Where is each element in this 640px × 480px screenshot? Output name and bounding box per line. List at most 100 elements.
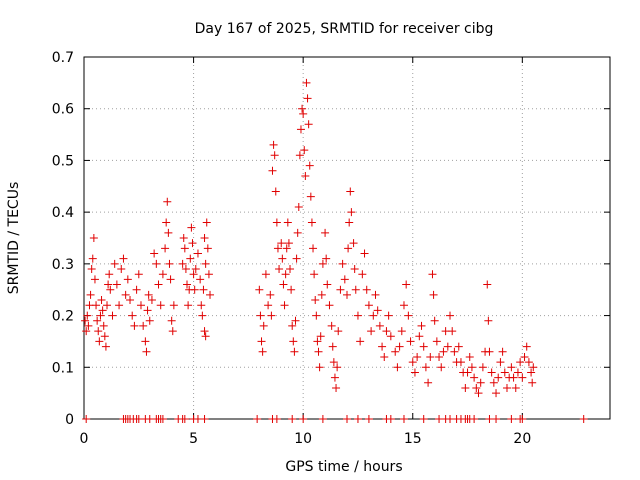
data-point: [470, 415, 479, 423]
data-point: [329, 358, 338, 367]
data-point: [184, 301, 193, 310]
data-point: [484, 316, 493, 325]
data-point: [343, 290, 351, 299]
data-point: [293, 228, 302, 237]
data-point: [465, 352, 474, 361]
x-tick-label: 10: [294, 431, 312, 447]
data-point: [318, 259, 327, 268]
data-point: [343, 415, 351, 423]
data-point: [166, 275, 175, 284]
data-point: [369, 311, 378, 320]
data-point: [336, 285, 345, 294]
data-point: [338, 259, 347, 268]
data-point: [443, 342, 452, 351]
chart-title: Day 167 of 2025, SRMTID for receiver cib…: [195, 21, 494, 37]
data-point: [305, 161, 314, 170]
data-point: [204, 270, 213, 279]
data-point: [188, 239, 197, 248]
data-point: [96, 311, 105, 320]
data-point: [500, 368, 509, 377]
data-point: [294, 202, 303, 211]
data-point: [384, 311, 393, 320]
data-point: [522, 342, 531, 351]
data-point: [190, 285, 199, 294]
data-point: [87, 265, 96, 274]
data-point: [266, 290, 275, 299]
x-tick-label: 20: [513, 431, 531, 447]
data-point: [295, 151, 304, 160]
data-point: [492, 389, 501, 398]
y-tick-label: 0.5: [52, 153, 74, 169]
data-point: [273, 244, 282, 253]
data-point: [432, 337, 441, 346]
data-point: [353, 415, 362, 423]
y-tick-label: 0.1: [52, 360, 74, 376]
data-point: [169, 301, 178, 310]
data-point: [518, 373, 527, 382]
y-tick-label: 0.4: [52, 205, 74, 221]
data-point: [82, 327, 91, 336]
data-point: [168, 327, 177, 336]
data-point: [351, 285, 360, 294]
data-point: [181, 265, 190, 274]
data-point: [186, 254, 195, 263]
data-point: [315, 363, 324, 372]
data-point: [271, 187, 280, 196]
data-point: [511, 383, 520, 392]
data-point: [330, 373, 339, 382]
data-point: [353, 311, 362, 320]
data-point: [448, 327, 457, 336]
data-point: [112, 280, 121, 289]
data-point: [264, 301, 273, 310]
data-point: [288, 321, 297, 330]
data-point: [428, 270, 437, 279]
data-point: [130, 321, 139, 330]
plot-border: [83, 56, 611, 420]
data-point: [410, 368, 419, 377]
data-point: [404, 311, 413, 320]
data-point: [268, 166, 277, 175]
data-point: [518, 415, 527, 423]
data-point: [272, 415, 281, 423]
data-point: [83, 311, 92, 320]
data-point: [292, 254, 301, 263]
data-point: [350, 265, 359, 274]
data-point: [382, 327, 391, 336]
data-point: [346, 187, 355, 196]
data-point: [134, 270, 143, 279]
data-point: [430, 316, 439, 325]
data-point: [313, 337, 322, 346]
data-point: [415, 332, 424, 341]
data-point: [202, 218, 211, 227]
data-point: [95, 337, 104, 346]
data-point: [145, 316, 154, 325]
data-point: [117, 265, 126, 274]
data-point: [375, 321, 384, 330]
data-point: [509, 373, 518, 382]
data-point: [296, 125, 305, 134]
data-point: [303, 94, 312, 103]
data-point: [402, 280, 411, 289]
data-point: [492, 415, 501, 423]
data-point: [101, 342, 110, 351]
x-tick-label: 5: [189, 431, 198, 447]
data-point: [306, 192, 315, 201]
plot-frame: [83, 56, 611, 420]
data-point: [290, 347, 299, 356]
data-point: [179, 234, 188, 242]
data-point: [121, 290, 130, 299]
data-point: [269, 140, 278, 149]
data-point: [201, 332, 210, 341]
data-point: [524, 358, 533, 367]
data-point: [287, 285, 296, 294]
data-point: [139, 321, 148, 330]
data-point: [187, 223, 196, 232]
data-point: [104, 280, 113, 289]
data-point: [349, 239, 358, 248]
x-tick-label: 15: [404, 431, 422, 447]
data-point: [317, 290, 326, 299]
data-point: [92, 301, 101, 310]
y-tick-label: 0.6: [52, 102, 74, 118]
data-point: [345, 218, 354, 227]
